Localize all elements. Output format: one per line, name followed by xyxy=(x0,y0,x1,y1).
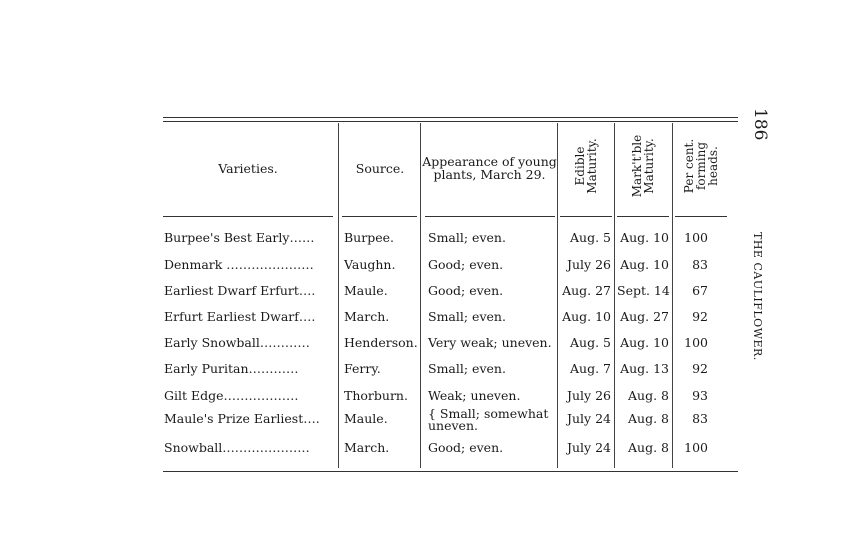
header-rule xyxy=(617,216,669,217)
appearance-cell: Weak; uneven. xyxy=(428,388,521,403)
source-cell: Thorburn. xyxy=(344,388,408,403)
header-rule xyxy=(675,216,727,217)
source-cell: Ferry. xyxy=(344,361,381,376)
variety-cell: Early Snowball………… xyxy=(164,335,310,350)
source-cell: March. xyxy=(344,309,390,324)
marketable-maturity-cell: Aug. 10 xyxy=(620,230,669,245)
header-appearance: Appearance of young plants, March 29. xyxy=(422,154,557,182)
header-rule xyxy=(560,216,612,217)
appearance-cell: Good; even. xyxy=(428,440,504,455)
column-divider xyxy=(420,123,421,468)
header-rule xyxy=(425,216,555,217)
header-varieties: Varieties. xyxy=(218,161,278,176)
marketable-maturity-cell: Aug. 27 xyxy=(620,309,669,324)
percent-cell: 100 xyxy=(684,440,708,455)
edible-maturity-cell: July 26 xyxy=(566,257,611,272)
page-number: 186 xyxy=(750,108,770,141)
edible-maturity-cell: Aug. 5 xyxy=(570,335,611,350)
bottom-rule xyxy=(163,471,738,472)
percent-cell: 92 xyxy=(692,309,708,324)
header-edible-maturity: Edible Maturity. xyxy=(573,138,599,194)
source-cell: Maule. xyxy=(344,283,388,298)
variety-cell: Denmark ………………… xyxy=(164,257,314,272)
source-cell: Burpee. xyxy=(344,230,394,245)
variety-cell: Gilt Edge……………… xyxy=(164,388,299,403)
marketable-maturity-cell: Sept. 14 xyxy=(617,283,670,298)
marketable-maturity-cell: Aug. 10 xyxy=(620,257,669,272)
variety-cell: Burpee's Best Early…… xyxy=(164,230,315,245)
marketable-maturity-cell: Aug. 13 xyxy=(620,361,669,376)
source-cell: Vaughn. xyxy=(344,257,396,272)
marketable-maturity-cell: Aug. 8 xyxy=(628,388,669,403)
percent-cell: 83 xyxy=(692,411,708,426)
percent-cell: 83 xyxy=(692,257,708,272)
appearance-cell: Small; even. xyxy=(428,230,506,245)
header-rule xyxy=(342,216,417,217)
edible-maturity-cell: Aug. 27 xyxy=(562,283,611,298)
column-divider xyxy=(672,123,673,468)
appearance-cell: Good; even. xyxy=(428,257,504,272)
variety-cell: Erfurt Earliest Dwarf…. xyxy=(164,309,316,324)
marketable-maturity-cell: Aug. 10 xyxy=(620,335,669,350)
appearance-cell: Very weak; uneven. xyxy=(428,335,552,350)
appearance-cell: Good; even. xyxy=(428,283,504,298)
marketable-maturity-cell: Aug. 8 xyxy=(628,411,669,426)
edible-maturity-cell: Aug. 5 xyxy=(570,230,611,245)
edible-maturity-cell: Aug. 10 xyxy=(562,309,611,324)
edible-maturity-cell: Aug. 7 xyxy=(570,361,611,376)
appearance-cell: Small; even. xyxy=(428,309,506,324)
column-divider xyxy=(338,123,339,468)
percent-cell: 67 xyxy=(692,283,708,298)
variety-cell: Maule's Prize Earliest…. xyxy=(164,411,320,426)
source-cell: Henderson. xyxy=(344,335,418,350)
header-source: Source. xyxy=(355,161,405,176)
top-rule-double xyxy=(163,121,738,122)
variety-cell: Snowball………………… xyxy=(164,440,310,455)
running-head: THE CAULIFLOWER. xyxy=(751,232,764,361)
percent-cell: 93 xyxy=(692,388,708,403)
edible-maturity-cell: July 26 xyxy=(566,388,611,403)
header-rule xyxy=(163,216,333,217)
variety-cell: Earliest Dwarf Erfurt…. xyxy=(164,283,316,298)
appearance-cell: { Small; somewhat uneven. xyxy=(428,406,549,433)
header-marketable-maturity: Mark't'ble Maturity. xyxy=(630,134,656,198)
top-rule xyxy=(163,117,738,118)
edible-maturity-cell: July 24 xyxy=(566,411,611,426)
marketable-maturity-cell: Aug. 8 xyxy=(628,440,669,455)
percent-cell: 100 xyxy=(684,230,708,245)
percent-cell: 100 xyxy=(684,335,708,350)
percent-cell: 92 xyxy=(692,361,708,376)
source-cell: Maule. xyxy=(344,411,388,426)
edible-maturity-cell: July 24 xyxy=(566,440,611,455)
appearance-cell: Small; even. xyxy=(428,361,506,376)
source-cell: March. xyxy=(344,440,390,455)
column-divider xyxy=(614,123,615,468)
column-divider xyxy=(557,123,558,468)
variety-cell: Early Puritan………… xyxy=(164,361,299,376)
header-percent-heads: Per cent. forming heads. xyxy=(682,138,720,194)
